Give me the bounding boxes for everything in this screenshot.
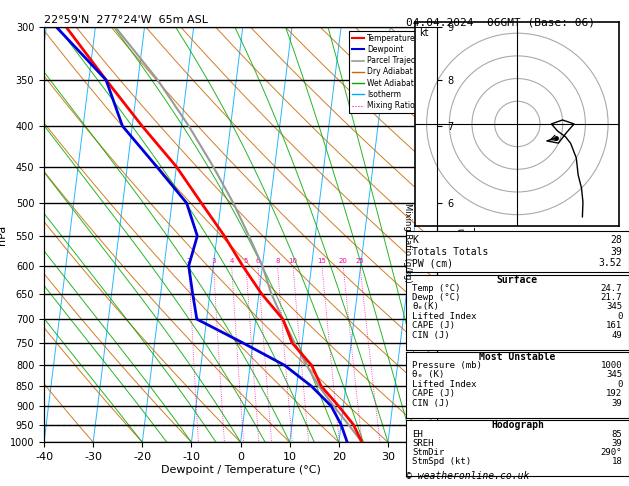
Text: 3: 3 [211, 258, 216, 264]
Text: 3.52: 3.52 [599, 258, 622, 268]
Text: PW (cm): PW (cm) [413, 258, 454, 268]
Text: Lifted Index: Lifted Index [413, 312, 477, 321]
Text: StmSpd (kt): StmSpd (kt) [413, 457, 472, 466]
Text: 20: 20 [339, 258, 348, 264]
Text: CAPE (J): CAPE (J) [413, 389, 455, 399]
Text: CIN (J): CIN (J) [413, 399, 450, 408]
Y-axis label: hPa: hPa [0, 225, 7, 244]
Text: 5: 5 [244, 258, 248, 264]
Text: StmDir: StmDir [413, 448, 445, 457]
Text: 04.04.2024  06GMT (Base: 06): 04.04.2024 06GMT (Base: 06) [406, 17, 594, 27]
Text: kt: kt [420, 28, 429, 38]
Text: 18: 18 [611, 457, 622, 466]
Text: 49: 49 [611, 331, 622, 340]
Text: © weatheronline.co.uk: © weatheronline.co.uk [406, 471, 529, 481]
Text: 21.7: 21.7 [601, 293, 622, 302]
Text: 8: 8 [276, 258, 280, 264]
Text: CIN (J): CIN (J) [413, 331, 450, 340]
Text: K: K [413, 235, 418, 245]
Text: 24.7: 24.7 [601, 284, 622, 293]
Text: 290°: 290° [601, 448, 622, 457]
Text: 192: 192 [606, 389, 622, 399]
Text: 0: 0 [617, 380, 622, 389]
Text: 39: 39 [611, 439, 622, 448]
Text: Totals Totals: Totals Totals [413, 246, 489, 257]
Text: 28: 28 [611, 235, 622, 245]
Text: 4: 4 [230, 258, 234, 264]
Text: 345: 345 [606, 370, 622, 380]
Text: 161: 161 [606, 321, 622, 330]
Text: 22°59'N  277°24'W  65m ASL: 22°59'N 277°24'W 65m ASL [44, 15, 208, 25]
Text: Lifted Index: Lifted Index [413, 380, 477, 389]
Text: θₑ (K): θₑ (K) [413, 370, 445, 380]
Text: Hodograph: Hodograph [491, 420, 544, 431]
Text: Pressure (mb): Pressure (mb) [413, 361, 482, 370]
Legend: Temperature, Dewpoint, Parcel Trajectory, Dry Adiabat, Wet Adiabat, Isotherm, Mi: Temperature, Dewpoint, Parcel Trajectory… [349, 31, 433, 113]
Y-axis label: km
ASL: km ASL [456, 226, 477, 243]
Text: θₑ(K): θₑ(K) [413, 302, 439, 312]
Text: 6: 6 [256, 258, 260, 264]
Text: 39: 39 [611, 246, 622, 257]
Text: 2: 2 [187, 258, 191, 264]
Text: EH: EH [413, 430, 423, 439]
Text: 10: 10 [289, 258, 298, 264]
Text: 85: 85 [611, 430, 622, 439]
X-axis label: Dewpoint / Temperature (°C): Dewpoint / Temperature (°C) [160, 465, 321, 475]
Text: LCL: LCL [441, 421, 457, 430]
Text: 25: 25 [355, 258, 364, 264]
Text: 0: 0 [617, 312, 622, 321]
Text: SREH: SREH [413, 439, 434, 448]
Text: Surface: Surface [497, 275, 538, 285]
Text: 1000: 1000 [601, 361, 622, 370]
Text: Mixing Ratio (g/kg): Mixing Ratio (g/kg) [403, 203, 411, 283]
Text: 15: 15 [318, 258, 326, 264]
Text: 345: 345 [606, 302, 622, 312]
Text: 39: 39 [611, 399, 622, 408]
Text: CAPE (J): CAPE (J) [413, 321, 455, 330]
Text: Dewp (°C): Dewp (°C) [413, 293, 461, 302]
Text: Temp (°C): Temp (°C) [413, 284, 461, 293]
Text: Most Unstable: Most Unstable [479, 352, 555, 362]
